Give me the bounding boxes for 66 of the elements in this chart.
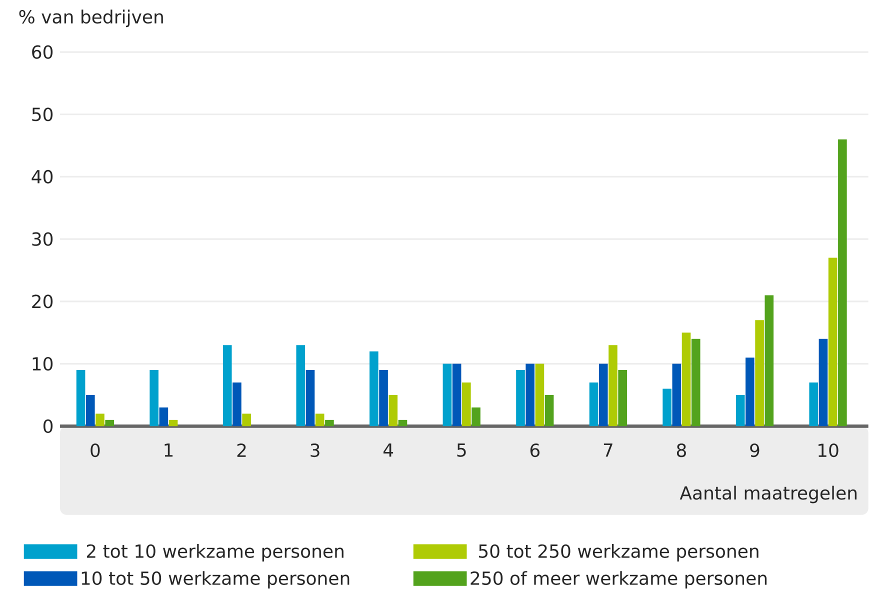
bar — [222, 345, 232, 426]
y-tick-label: 20 — [32, 294, 53, 308]
bar — [379, 370, 388, 426]
bar — [736, 395, 745, 426]
bar — [76, 370, 86, 426]
bar — [544, 395, 554, 426]
bar — [442, 364, 452, 426]
bar — [388, 395, 398, 426]
bar — [764, 295, 774, 426]
bar — [315, 414, 324, 426]
legend-label: 10 tot 50 werkzame personen — [82, 571, 350, 589]
bar — [242, 414, 251, 426]
x-tick-label: 8 — [676, 444, 686, 458]
legend-label: 250 of meer werkzame personen — [470, 571, 767, 589]
x-tick-label: 4 — [383, 444, 394, 457]
bar — [818, 339, 828, 426]
bar — [608, 345, 618, 426]
bar — [398, 420, 408, 426]
x-tick-label: 1 — [164, 444, 173, 457]
y-tick-label: 60 — [32, 45, 53, 60]
bar — [672, 364, 682, 426]
bar — [828, 258, 838, 426]
bar — [96, 414, 104, 426]
legend-label: 50 tot 250 werkzame personen — [479, 544, 758, 562]
bar — [86, 395, 95, 426]
legend-label: 2 tot 10 werkzame personen — [86, 544, 344, 562]
bar — [618, 370, 627, 426]
bar — [838, 140, 847, 426]
bar — [472, 408, 480, 426]
bar — [589, 382, 598, 426]
y-tick-label: 10 — [32, 357, 53, 371]
x-tick-label: 9 — [750, 444, 760, 458]
y-tick-label: 40 — [32, 170, 53, 184]
bar — [296, 345, 306, 426]
bar — [452, 364, 462, 426]
x-tick-label: 2 — [237, 444, 246, 458]
bar — [526, 364, 534, 426]
y-tick-label: 0 — [43, 420, 53, 434]
bar — [232, 382, 242, 426]
bar — [105, 420, 114, 426]
bar — [370, 352, 378, 426]
bar — [150, 370, 158, 426]
bar — [462, 382, 471, 426]
bar — [662, 388, 672, 426]
x-tick-label: 7 — [604, 444, 612, 457]
bar — [325, 420, 334, 426]
bar — [746, 358, 754, 426]
x-axis-title: Aantal maatregelen — [680, 486, 857, 504]
x-tick-label: 3 — [310, 444, 320, 458]
bar — [168, 420, 178, 426]
bar — [809, 382, 818, 426]
x-tick-label: 10 — [818, 444, 838, 458]
bar — [682, 332, 691, 426]
bar — [535, 364, 544, 426]
x-tick-label: 6 — [530, 444, 540, 458]
y-axis-title: % van bedrijven — [19, 10, 163, 28]
bar — [159, 408, 168, 426]
x-tick-label: 0 — [90, 444, 100, 458]
bar — [516, 370, 525, 426]
bar — [306, 370, 315, 426]
x-tick-label: 5 — [457, 444, 466, 458]
bar — [598, 364, 608, 426]
bar — [755, 320, 764, 426]
y-tick-label: 50 — [32, 108, 53, 122]
bar — [691, 339, 700, 426]
y-tick-label: 30 — [32, 232, 53, 246]
